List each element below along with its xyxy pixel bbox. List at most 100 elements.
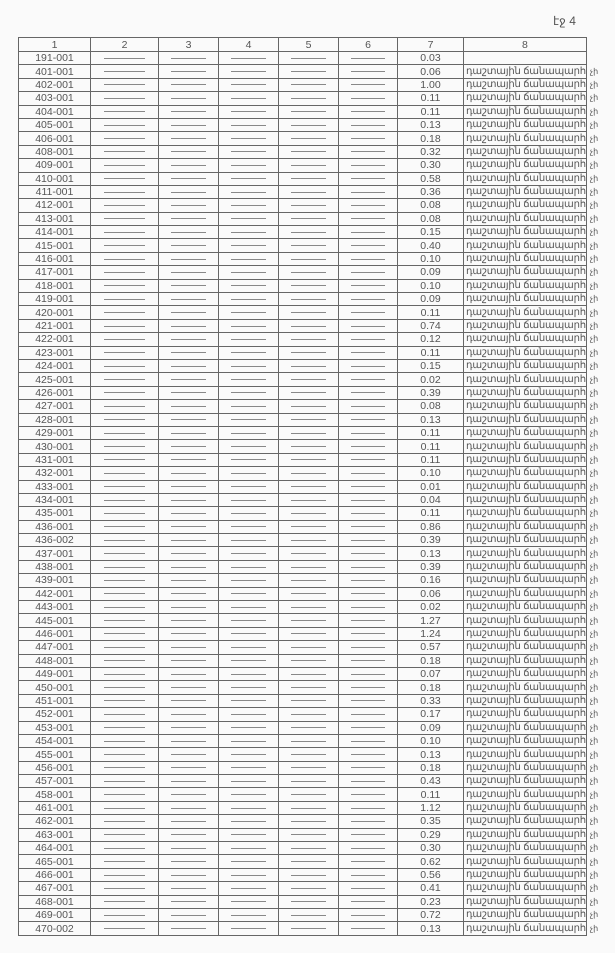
empty-cell — [278, 680, 339, 695]
empty-cell — [158, 626, 219, 642]
empty-cell — [158, 144, 219, 160]
area-value: 0.09 — [397, 292, 464, 307]
table-row: 442-001 0.06 դաշտային ճանապարհ չի — [18, 586, 615, 602]
table-row: 434-001 0.04 դաշտային ճանապարհ չի — [18, 492, 615, 508]
empty-cell — [278, 921, 339, 936]
margin-mark: չի — [589, 588, 599, 598]
empty-cell — [90, 720, 159, 735]
empty-cell — [218, 867, 279, 883]
area-value: 0.74 — [397, 318, 464, 334]
margin-mark: չի — [589, 187, 599, 197]
land-use: դաշտային ճանապարհ — [463, 707, 587, 722]
empty-cell — [278, 506, 339, 521]
area-value: 0.11 — [397, 506, 464, 521]
empty-cell — [158, 479, 219, 494]
empty-cell — [218, 198, 279, 213]
table-row: 436-002 0.39 դաշտային ճանապարհ չի — [18, 533, 615, 548]
empty-cell — [338, 693, 398, 709]
parcel-id: 426-001 — [18, 385, 91, 401]
empty-cell — [90, 479, 159, 494]
table-row: 416-001 0.10 դաշտային ճանապարհ չի — [18, 251, 615, 267]
empty-cell — [338, 278, 398, 294]
empty-cell — [158, 653, 219, 668]
empty-cell — [158, 211, 219, 227]
margin-mark: չի — [589, 602, 599, 612]
land-use: դաշտային ճանապարհ — [463, 492, 587, 508]
empty-cell — [338, 77, 398, 93]
empty-cell — [90, 104, 159, 119]
land-use: դաշտային ճանապարհ — [463, 265, 587, 280]
empty-cell — [338, 345, 398, 360]
land-use: դաշտային ճանապարհ — [463, 305, 587, 320]
land-use: դաշտային ճանապարհ — [463, 841, 587, 856]
empty-cell — [278, 198, 339, 213]
empty-cell — [158, 586, 219, 602]
empty-cell — [338, 425, 398, 441]
margin-mark: չի — [589, 923, 599, 933]
area-value: 0.36 — [397, 184, 464, 200]
empty-cell — [278, 787, 339, 802]
empty-cell — [90, 492, 159, 508]
area-value: 0.16 — [397, 573, 464, 588]
land-use: դաշտային ճանապարհ — [463, 787, 587, 802]
table-row: 469-001 0.72 դաշտային ճանապարհ չի — [18, 907, 615, 923]
empty-cell — [338, 144, 398, 160]
empty-cell — [218, 399, 279, 414]
empty-cell — [278, 399, 339, 414]
table-row: 436-001 0.86 դաշտային ճանապարհ չի — [18, 519, 615, 535]
table-row: 448-001 0.18 դաշտային ճանապարհ չի — [18, 653, 615, 668]
empty-cell — [338, 787, 398, 802]
empty-cell — [338, 131, 398, 146]
land-use: դաշտային ճանապարհ — [463, 412, 587, 427]
parcel-id: 435-001 — [18, 506, 91, 521]
empty-cell — [218, 278, 279, 294]
land-use: դաշտային ճանապարհ — [463, 733, 587, 749]
empty-cell — [278, 881, 339, 896]
area-value: 0.10 — [397, 466, 464, 481]
table-row: 430-001 0.11 դաշտային ճանապարհ չի — [18, 439, 615, 454]
table-row: 412-001 0.08 դաշտային ճանապարհ չի — [18, 198, 615, 213]
land-use: դաշտային ճանապարհ — [463, 546, 587, 561]
empty-cell — [338, 760, 398, 776]
area-value: 0.15 — [397, 358, 464, 374]
parcel-id: 449-001 — [18, 666, 91, 682]
land-use: դաշտային ճանապարհ — [463, 211, 587, 227]
table-row: 423-001 0.11 դաշտային ճանապարհ չի — [18, 345, 615, 360]
margin-mark: չի — [589, 468, 599, 478]
empty-cell — [278, 867, 339, 883]
empty-cell — [278, 626, 339, 642]
empty-cell — [338, 733, 398, 749]
table-row: 420-001 0.11 դաշտային ճանապարհ չի — [18, 305, 615, 320]
table-row: 467-001 0.41 դաշտային ճանապարհ չի — [18, 881, 615, 896]
empty-cell — [90, 640, 159, 655]
empty-cell — [278, 559, 339, 575]
land-use: դաշտային ճանապարհ — [463, 158, 587, 173]
area-value: 0.13 — [397, 747, 464, 762]
area-value: 0.56 — [397, 867, 464, 883]
empty-cell — [218, 492, 279, 508]
empty-cell — [90, 680, 159, 695]
land-use: դաշտային ճանապարհ — [463, 358, 587, 374]
table-row: 421-001 0.74 դաշտային ճանապարհ չի — [18, 318, 615, 334]
parcel-id: 457-001 — [18, 774, 91, 789]
empty-cell — [158, 881, 219, 896]
empty-cell — [90, 787, 159, 802]
land-use: դաշտային ճանապարհ — [463, 720, 587, 735]
area-value: 0.13 — [397, 412, 464, 427]
empty-cell — [278, 50, 339, 66]
empty-cell — [90, 184, 159, 200]
page-number: էջ 4 — [553, 14, 576, 28]
empty-cell — [158, 238, 219, 253]
empty-cell — [338, 64, 398, 79]
land-use: դաշտային ճանապարհ — [463, 680, 587, 695]
empty-cell — [218, 104, 279, 119]
parcel-id: 462-001 — [18, 814, 91, 829]
land-use: դաշտային ճանապարհ — [463, 372, 587, 387]
empty-cell — [90, 412, 159, 427]
empty-cell — [278, 77, 339, 93]
margin-mark: չի — [589, 280, 599, 290]
parcel-id: 455-001 — [18, 747, 91, 762]
empty-cell — [90, 693, 159, 709]
parcel-id: 443-001 — [18, 600, 91, 615]
empty-cell — [278, 91, 339, 106]
